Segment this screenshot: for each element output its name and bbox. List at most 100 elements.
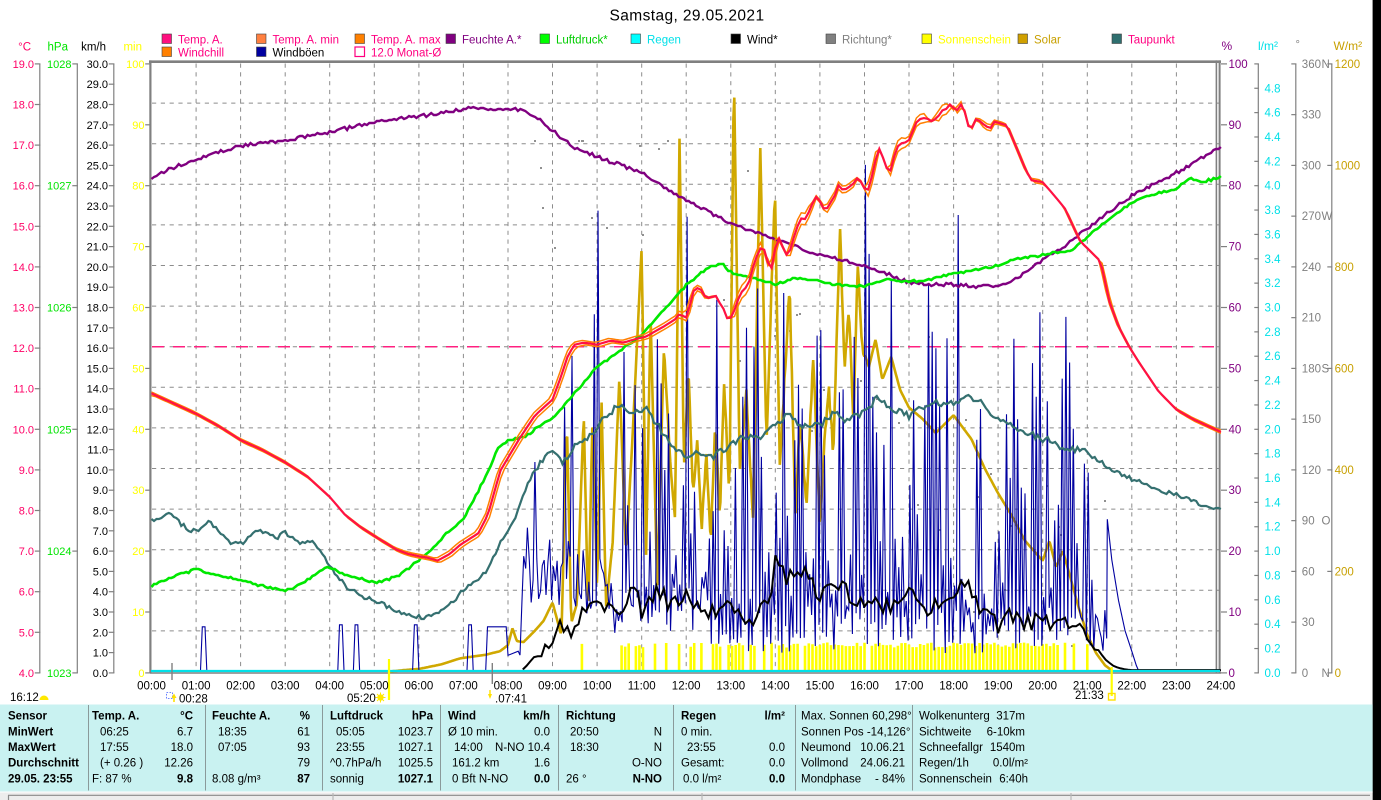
svg-text:70: 70 [1229, 242, 1242, 254]
svg-text:8.0: 8.0 [93, 506, 108, 518]
svg-text:11:00: 11:00 [628, 681, 656, 693]
svg-text:O: O [1322, 516, 1331, 528]
svg-text:Max. Sonnen 60,298°: Max. Sonnen 60,298° [801, 711, 912, 723]
svg-text:17:55: 17:55 [100, 742, 129, 754]
svg-text:10.06.21: 10.06.21 [860, 742, 905, 754]
svg-text:5.0: 5.0 [19, 627, 34, 639]
svg-text:S: S [1322, 363, 1330, 375]
svg-text:20:50: 20:50 [570, 727, 599, 739]
svg-text:15.0: 15.0 [13, 221, 34, 233]
svg-text:1200: 1200 [1335, 59, 1361, 71]
svg-text:05:05: 05:05 [336, 727, 365, 739]
svg-text:°C: °C [18, 42, 31, 54]
svg-text:07:00: 07:00 [449, 681, 478, 693]
svg-text:N: N [1322, 59, 1330, 71]
svg-text:20: 20 [1229, 546, 1242, 558]
svg-text:Regen: Regen [681, 711, 716, 723]
svg-text:Sonnenschein: Sonnenschein [919, 774, 992, 786]
svg-text:11.0: 11.0 [87, 445, 108, 457]
svg-text:93: 93 [297, 742, 310, 754]
svg-text:- 84%: - 84% [875, 774, 905, 786]
svg-text:Schneefallgr: Schneefallgr [919, 742, 983, 754]
svg-text:19:00: 19:00 [984, 681, 1013, 693]
svg-text:80: 80 [1229, 181, 1242, 193]
svg-text:1.6: 1.6 [1265, 473, 1281, 485]
svg-text:MaxWert: MaxWert [8, 742, 56, 754]
svg-text:0.0: 0.0 [769, 742, 785, 754]
svg-text:hPa: hPa [48, 42, 69, 54]
svg-text:13.0: 13.0 [13, 303, 34, 315]
svg-text:05:00: 05:00 [360, 681, 389, 693]
svg-text:9.0: 9.0 [19, 465, 34, 477]
svg-text:210: 210 [1302, 313, 1321, 325]
svg-text:24:00: 24:00 [1207, 681, 1236, 693]
svg-text:800: 800 [1335, 262, 1354, 274]
svg-text:6.0: 6.0 [93, 546, 108, 558]
svg-text:03:00: 03:00 [271, 681, 300, 693]
svg-text:MinWert: MinWert [8, 727, 53, 739]
svg-text:4.0: 4.0 [19, 668, 34, 680]
svg-text:1.0: 1.0 [93, 648, 108, 660]
svg-text:21.0: 21.0 [87, 242, 108, 254]
svg-text:3.4: 3.4 [1265, 254, 1282, 266]
svg-text:2.0: 2.0 [93, 627, 108, 639]
svg-text:0: 0 [138, 668, 144, 680]
svg-text:28.0: 28.0 [87, 100, 108, 112]
svg-text:270: 270 [1302, 211, 1321, 223]
svg-text:hPa: hPa [412, 711, 434, 723]
svg-text:600: 600 [1335, 363, 1354, 375]
svg-text:18.0: 18.0 [13, 100, 34, 112]
svg-text:6:40h: 6:40h [999, 774, 1028, 786]
svg-text:Luftdruck*: Luftdruck* [556, 35, 608, 47]
svg-text:4.4: 4.4 [1265, 132, 1282, 144]
svg-text:1.6: 1.6 [534, 758, 550, 770]
svg-text:15:00: 15:00 [806, 681, 835, 693]
svg-text:70: 70 [132, 242, 144, 254]
svg-text:Richtung*: Richtung* [842, 35, 892, 47]
svg-text:%: % [300, 711, 310, 723]
svg-text:(+ 0.26 ): (+ 0.26 ) [100, 758, 143, 770]
svg-text:N-NO 10.4: N-NO 10.4 [495, 742, 551, 754]
svg-text:0.0l/m²: 0.0l/m² [993, 758, 1028, 770]
svg-text:Regen/1h: Regen/1h [919, 758, 969, 770]
svg-text:1027.1: 1027.1 [398, 742, 433, 754]
svg-text:Mondphase: Mondphase [801, 774, 861, 786]
svg-text:2.8: 2.8 [1265, 327, 1281, 339]
svg-text:1540m: 1540m [990, 742, 1025, 754]
svg-text:07:05: 07:05 [218, 742, 247, 754]
svg-text:400: 400 [1335, 465, 1354, 477]
svg-text:60: 60 [132, 303, 144, 315]
svg-text:0.8: 0.8 [1265, 571, 1281, 583]
svg-text:0: 0 [1335, 668, 1341, 680]
svg-text:4.0: 4.0 [93, 587, 108, 599]
svg-text:18.0: 18.0 [87, 303, 108, 315]
svg-text:200: 200 [1335, 566, 1354, 578]
svg-text:Wind*: Wind* [747, 35, 778, 47]
svg-text:17.0: 17.0 [13, 140, 34, 152]
svg-text:20:00: 20:00 [1028, 681, 1057, 693]
svg-text:1023.7: 1023.7 [398, 727, 433, 739]
svg-text:0.0: 0.0 [769, 758, 785, 770]
svg-text:17.0: 17.0 [87, 323, 108, 335]
svg-text:8.0: 8.0 [19, 506, 34, 518]
svg-text:Durchschnitt: Durchschnitt [8, 758, 79, 770]
svg-text:29.05. 23:55: 29.05. 23:55 [8, 774, 73, 786]
svg-text:0.0: 0.0 [93, 668, 108, 680]
svg-text:Wind: Wind [448, 711, 476, 723]
svg-text:5.0: 5.0 [93, 566, 108, 578]
svg-text:Neumond: Neumond [801, 742, 851, 754]
svg-text:100: 100 [1229, 59, 1248, 71]
svg-text:08:00: 08:00 [494, 681, 523, 693]
svg-text:19.0: 19.0 [13, 59, 34, 71]
svg-text:100: 100 [126, 59, 144, 71]
svg-text:20: 20 [132, 546, 144, 558]
svg-text:22.0: 22.0 [87, 221, 108, 233]
svg-text:23:55: 23:55 [336, 742, 365, 754]
svg-text:23:00: 23:00 [1162, 681, 1191, 693]
svg-text:23.0: 23.0 [87, 201, 108, 213]
svg-text:6.0: 6.0 [19, 587, 34, 599]
svg-text:30: 30 [1229, 485, 1242, 497]
svg-text:W/m²: W/m² [1334, 39, 1363, 53]
svg-text:%: % [1222, 39, 1233, 53]
svg-text:09:00: 09:00 [538, 681, 567, 693]
